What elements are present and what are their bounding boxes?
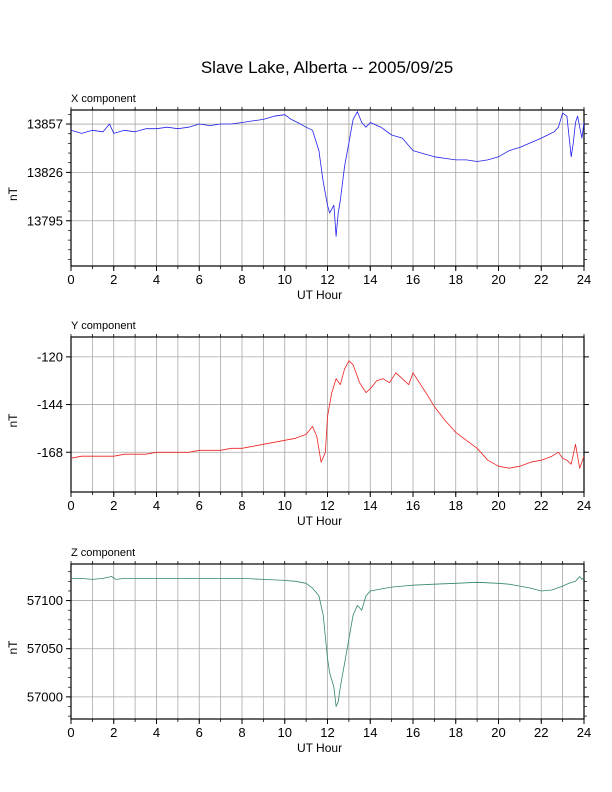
x-tick-label: 4 [153, 725, 160, 740]
panel-title: Z component [71, 547, 135, 559]
x-axis-label: UT Hour [297, 288, 342, 302]
x-tick-label: 6 [196, 272, 203, 287]
x-tick-label: 16 [406, 498, 420, 513]
x-tick-label: 20 [491, 725, 505, 740]
y-tick-label: 13857 [27, 117, 63, 132]
x-tick-label: 12 [320, 272, 334, 287]
y-axis-label: nT [6, 413, 20, 428]
y-tick-label: 57050 [27, 641, 63, 656]
x-tick-label: 6 [196, 498, 203, 513]
x-tick-label: 22 [534, 498, 548, 513]
x-axis-label: UT Hour [297, 741, 342, 755]
y-tick-label: 13795 [27, 213, 63, 228]
x-tick-label: 0 [67, 272, 74, 287]
x-tick-label: 18 [449, 498, 463, 513]
x-tick-label: 4 [153, 498, 160, 513]
x-tick-label: 20 [491, 498, 505, 513]
x-tick-label: 18 [449, 725, 463, 740]
y-tick-label: -168 [37, 445, 63, 460]
x-tick-label: 2 [110, 498, 117, 513]
x-tick-label: 10 [278, 725, 292, 740]
x-tick-label: 24 [577, 725, 591, 740]
y-tick-label: -120 [37, 349, 63, 364]
x-tick-label: 16 [406, 272, 420, 287]
x-tick-label: 4 [153, 272, 160, 287]
x-tick-label: 8 [238, 498, 245, 513]
x-tick-label: 14 [363, 725, 377, 740]
x-tick-label: 24 [577, 498, 591, 513]
x-tick-label: 12 [320, 725, 334, 740]
x-tick-label: 8 [238, 725, 245, 740]
panel-title: X component [71, 93, 136, 105]
x-tick-label: 24 [577, 272, 591, 287]
page-title: Slave Lake, Alberta -- 2005/09/25 [200, 58, 454, 77]
x-tick-label: 18 [449, 272, 463, 287]
y-axis-label: nT [6, 186, 20, 201]
x-tick-label: 6 [196, 725, 203, 740]
x-tick-label: 0 [67, 498, 74, 513]
x-tick-label: 14 [363, 272, 377, 287]
y-tick-label: 57100 [27, 593, 63, 608]
x-tick-label: 2 [110, 272, 117, 287]
series-line [70, 360, 585, 469]
y-tick-label: 57000 [27, 689, 63, 704]
x-tick-label: 16 [406, 725, 420, 740]
x-tick-label: 2 [110, 725, 117, 740]
x-tick-label: 22 [534, 272, 548, 287]
x-tick-label: 10 [278, 498, 292, 513]
x-tick-label: 12 [320, 498, 334, 513]
panel-title: Y component [71, 320, 136, 332]
series-line [70, 111, 585, 237]
x-tick-label: 8 [238, 272, 245, 287]
series-line [71, 576, 585, 707]
x-tick-label: 14 [363, 498, 377, 513]
x-tick-label: 10 [278, 272, 292, 287]
x-tick-label: 20 [491, 272, 505, 287]
x-tick-label: 0 [67, 725, 74, 740]
y-axis-label: nT [6, 640, 20, 655]
x-tick-label: 22 [534, 725, 548, 740]
y-tick-label: -144 [37, 397, 63, 412]
y-tick-label: 13826 [27, 165, 63, 180]
x-axis-label: UT Hour [297, 514, 342, 528]
